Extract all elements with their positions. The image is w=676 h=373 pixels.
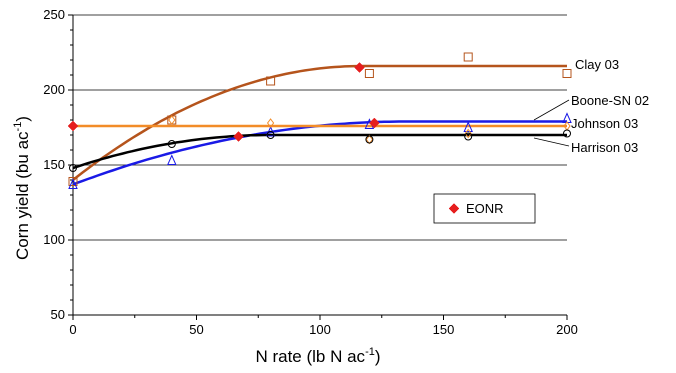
x-tick-label-50: 50 [189, 322, 203, 337]
y-axis-title: Corn yield (bu ac-1) [12, 116, 32, 260]
point-clay-4 [463, 52, 473, 62]
y-tick-label-200: 200 [43, 82, 65, 97]
eonr-boone [368, 117, 380, 129]
x-axis-title: N rate (lb N ac-1) [255, 346, 380, 366]
point-harrison-5 [563, 129, 571, 138]
point-harrison-1 [167, 140, 176, 148]
y-tick-label-50: 50 [51, 307, 65, 322]
eonr-johnson [67, 120, 79, 132]
x-tick-label-0: 0 [69, 322, 76, 337]
point-harrison-0 [69, 164, 77, 172]
point-johnson-2 [266, 118, 275, 128]
curve-clay [72, 64, 567, 181]
leader-boone [533, 99, 570, 121]
eonr-harrison [233, 131, 244, 142]
leader-harrison [533, 137, 570, 147]
series-labels: Clay 03 Boone-SN 02 Johnson 03 Harrison 03 [533, 57, 649, 155]
y-tick-label-100: 100 [43, 232, 65, 247]
point-harrison-2 [266, 131, 275, 139]
point-johnson-4 [464, 128, 472, 139]
y-tick-label-150: 150 [43, 157, 65, 172]
point-clay-5 [562, 69, 572, 78]
tick-labels: 50 100 150 200 250 0 50 100 150 200 [43, 7, 578, 337]
axes [68, 14, 568, 320]
legend-label: EONR [466, 201, 504, 216]
x-tick-label-150: 150 [433, 322, 455, 337]
x-tick-label-200: 200 [556, 322, 578, 337]
y-tick-label-250: 250 [43, 7, 65, 22]
series-label-boone: Boone-SN 02 [571, 93, 649, 108]
point-johnson-1 [168, 115, 176, 125]
point-clay-0 [68, 177, 78, 186]
series-label-johnson: Johnson 03 [571, 116, 638, 131]
point-boone-0 [68, 178, 78, 189]
curve-harrison [72, 133, 567, 170]
point-boone-4 [463, 121, 473, 132]
series-label-harrison: Harrison 03 [571, 140, 638, 155]
point-boone-2 [265, 125, 276, 137]
eonr-clay [354, 62, 365, 73]
data-points [68, 52, 572, 189]
point-clay-3 [364, 69, 374, 78]
eonr-markers [67, 62, 380, 142]
point-boone-1 [167, 154, 177, 165]
point-clay-2 [266, 76, 276, 86]
point-harrison-4 [464, 132, 473, 141]
point-harrison-3 [365, 135, 374, 144]
legend: EONR [433, 193, 536, 224]
legend-marker [448, 203, 460, 214]
curve-boone [72, 120, 567, 186]
grid-lines [73, 14, 567, 241]
series-label-clay: Clay 03 [575, 57, 619, 72]
fitted-curves [72, 64, 567, 186]
x-tick-label-100: 100 [309, 322, 331, 337]
